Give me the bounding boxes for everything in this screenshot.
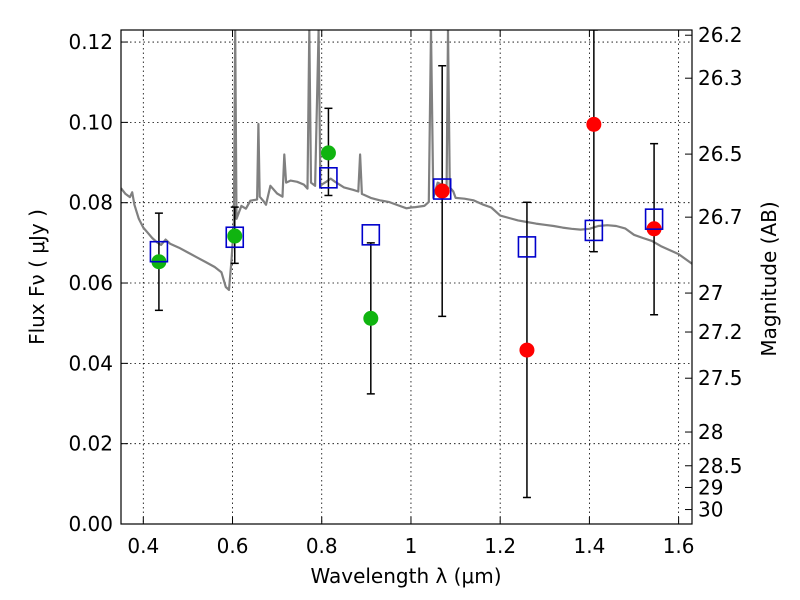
y-tick-label: 0.04 xyxy=(68,351,113,375)
data-point xyxy=(363,310,379,326)
right-tick-label: 27.5 xyxy=(698,366,743,390)
right-axis-label: Magnitude (AB) xyxy=(757,201,781,356)
data-point xyxy=(320,145,336,161)
model-point xyxy=(644,208,664,230)
right-tick-label: 29 xyxy=(698,475,723,499)
right-tick-label: 26.7 xyxy=(698,205,743,229)
y-tick-label: 0.12 xyxy=(68,30,113,54)
y-tick-label: 0.08 xyxy=(68,191,113,215)
right-tick-label: 30 xyxy=(698,498,723,522)
data-point xyxy=(586,116,602,132)
model-point xyxy=(361,224,381,246)
y-axis-label: Flux Fν ( μJy ) xyxy=(25,209,49,345)
x-tick-label: 0.6 xyxy=(217,534,249,558)
data-point xyxy=(519,342,535,358)
y-tick-label: 0.00 xyxy=(68,512,113,536)
model-spectrum xyxy=(121,30,692,291)
model-point xyxy=(584,219,604,242)
plot-frame xyxy=(120,29,693,525)
model-point xyxy=(319,166,338,189)
x-tick-label: 1.4 xyxy=(573,534,605,558)
spectrum-line xyxy=(121,30,692,291)
y-tick-label: 0.06 xyxy=(68,271,113,295)
right-tick-label: 28 xyxy=(698,420,723,444)
data-markers xyxy=(149,116,664,358)
x-tick-label: 0.4 xyxy=(127,534,159,558)
right-tick-label: 27 xyxy=(698,281,723,305)
x-tick-label: 1.2 xyxy=(484,534,516,558)
right-tick-label: 28.5 xyxy=(698,454,743,478)
x-tick-label: 1 xyxy=(405,534,418,558)
right-tick-label: 27.2 xyxy=(698,320,743,344)
model-point xyxy=(149,240,169,263)
x-axis-label: Wavelength λ (μm) xyxy=(310,564,501,588)
data-point xyxy=(227,228,243,244)
y-tick-label: 0.02 xyxy=(68,432,113,456)
model-point xyxy=(517,236,537,258)
data-point xyxy=(434,183,450,199)
y-tick-label: 0.10 xyxy=(68,110,113,134)
right-tick-label: 26.5 xyxy=(698,142,743,166)
x-tick-label: 1.6 xyxy=(663,534,695,558)
model-point xyxy=(225,226,245,249)
axis-ticks: 0.4 0.6 0.8 1 1.2 1.4 1.6 0.00 0.02 0.04 0.06 0.08 0… xyxy=(68,23,742,558)
right-tick-label: 26.3 xyxy=(698,66,743,90)
model-point xyxy=(432,178,452,200)
x-tick-label: 0.8 xyxy=(306,534,338,558)
right-tick-label: 26.2 xyxy=(698,23,743,47)
grid xyxy=(121,30,692,525)
